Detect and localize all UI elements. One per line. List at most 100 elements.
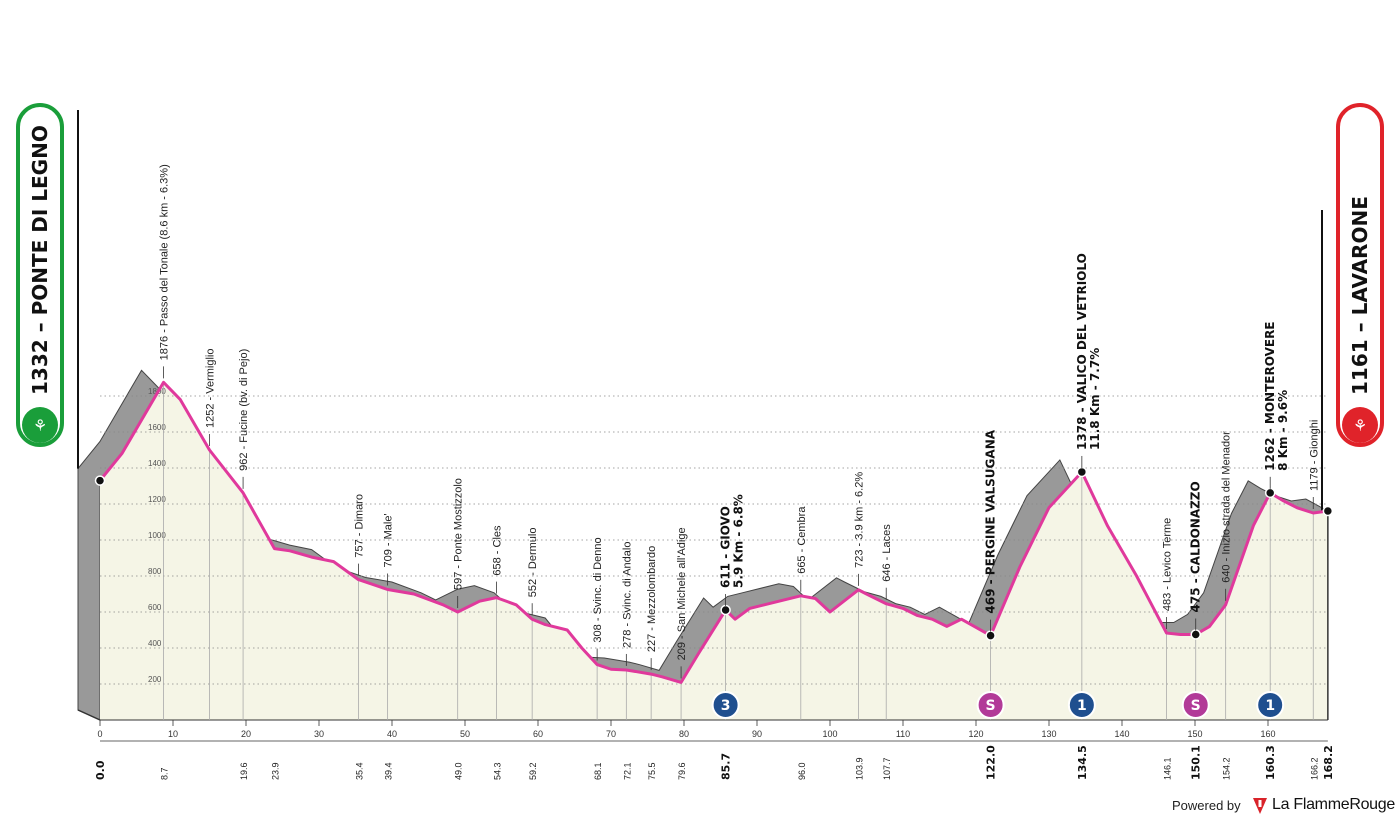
start-badge: ⚘ 1332 – PONTE DI LEGNO <box>16 103 64 447</box>
km-mark-label: 19.6 <box>239 762 249 780</box>
key-point-marker <box>1076 466 1088 478</box>
sprint-badge-label: S <box>1191 698 1201 714</box>
climb-badge-label: 3 <box>721 698 731 714</box>
y-tick-label: 600 <box>148 603 162 612</box>
waypoint-label: 227 - Mezzolombardo <box>646 546 658 652</box>
km-mark-label: 72.1 <box>622 762 632 780</box>
profile-badges-layer: 3 S 1 S 1 <box>711 691 1285 719</box>
km-mark-label: 134.5 <box>1076 745 1089 780</box>
y-tick-label: 400 <box>148 639 162 648</box>
bicycle-icon: ⚘ <box>1353 416 1367 435</box>
climb-stats-label: 8 Km - 9.6% <box>1276 390 1290 471</box>
climb-badge <box>711 691 740 719</box>
x-tick-label: 40 <box>387 729 397 739</box>
bicycle-icon: ⚘ <box>33 416 47 435</box>
waypoint-label: 640 - Inizio strada del Menador <box>1221 431 1233 583</box>
waypoint-label: 308 - Svinc. di Denno <box>592 537 604 642</box>
sprint-badge <box>976 691 1005 719</box>
waypoint-label: 1179 - Gionghi <box>1308 420 1320 491</box>
km-mark-label: 79.6 <box>677 762 687 780</box>
km-mark-label: 75.5 <box>647 762 657 780</box>
km-mark-label: 54.3 <box>492 762 502 780</box>
powered-by-label: Powered by <box>1172 798 1241 813</box>
brand-name: La FlammeRouge <box>1272 796 1395 813</box>
waypoint-label: 597 - Ponte Mostizzolo <box>453 478 465 590</box>
key-point-marker <box>1190 629 1201 640</box>
waypoint-label: 469 - PERGINE VALSUGANA <box>984 429 998 613</box>
profile-area <box>100 382 1328 720</box>
y-tick-label: 800 <box>148 567 162 576</box>
km-mark-label: 107.7 <box>882 757 892 780</box>
climb-badge-label: 1 <box>1265 698 1275 714</box>
profile-route-layer <box>94 380 1334 684</box>
y-tick-label: 1600 <box>148 423 166 432</box>
waypoint-label: 723 - 3.9 km - 6.2% <box>853 472 865 568</box>
km-mark-label: 103.9 <box>854 757 864 780</box>
key-point-marker <box>1264 487 1276 499</box>
key-point-marker <box>985 630 996 641</box>
x-tick-label: 160 <box>1260 729 1275 739</box>
climb-badge-label: 1 <box>1077 698 1087 714</box>
x-tick-label: 20 <box>241 729 251 739</box>
waypoint-label: 1876 - Passo del Tonale (8.6 km - 6.3%) <box>159 164 171 360</box>
waypoint-label: 646 - Laces <box>881 524 893 582</box>
km-mark-label: 23.9 <box>270 762 280 780</box>
km-mark-label: 0.0 <box>94 760 107 780</box>
km-mark-label: 150.1 <box>1190 745 1203 780</box>
km-mark-label: 96.0 <box>797 762 807 780</box>
y-tick-label: 1400 <box>148 459 166 468</box>
key-point-marker <box>1322 505 1334 517</box>
waypoint-label: 278 - Svinc. di Andalo <box>621 542 633 648</box>
waypoint-label: 552 - Dermulo <box>527 527 539 597</box>
start-badge-label: 1332 – PONTE DI LEGNO <box>28 125 52 395</box>
x-tick-label: 50 <box>460 729 470 739</box>
waypoint-label: 209 - San Michele all'Adige <box>676 527 688 660</box>
km-mark-label: 146.1 <box>1163 757 1173 780</box>
waypoint-label: 709 - Male' <box>383 513 395 567</box>
key-point-marker <box>720 604 731 616</box>
waypoint-label: 483 - Levico Terme <box>1162 518 1174 611</box>
x-tick-label: 70 <box>606 729 616 739</box>
finish-badge-label: 1161 – LAVARONE <box>1348 196 1372 395</box>
profile-base-edge <box>77 709 101 721</box>
x-tick-label: 150 <box>1187 729 1202 739</box>
x-tick-label: 30 <box>314 729 324 739</box>
waypoint-label: 962 - Fucine (bv. di Pejo) <box>238 349 250 471</box>
waypoint-label: 475 - CALDONAZZO <box>1189 481 1203 612</box>
x-tick-label: 140 <box>1114 729 1129 739</box>
sprint-badge-label: S <box>986 698 996 714</box>
flamme-rouge-logo-icon <box>1253 798 1267 814</box>
waypoint-label: 658 - Cles <box>491 525 503 576</box>
km-mark-label: 154.2 <box>1222 757 1232 780</box>
x-tick-label: 60 <box>533 729 543 739</box>
finish-badge-frame <box>1336 103 1384 447</box>
x-tick-label: 10 <box>168 729 178 739</box>
km-mark-label: 68.1 <box>593 762 603 780</box>
profile-area-layer <box>77 110 1330 721</box>
waypoint-label: 1252 - Vermiglio <box>205 349 217 429</box>
km-mark-label: 168.2 <box>1322 745 1335 780</box>
climb-badge <box>1256 691 1285 719</box>
finish-badge: ⚘ 1161 – LAVARONE <box>1336 103 1384 447</box>
y-tick-label: 1200 <box>148 495 166 504</box>
sprint-badge <box>1181 691 1210 719</box>
y-tick-label: 1000 <box>148 531 166 540</box>
start-badge-frame <box>16 103 64 447</box>
climb-stats-label: 5.9 Km - 6.8% <box>732 494 746 588</box>
x-tick-label: 0 <box>97 729 102 739</box>
km-mark-label: 8.7 <box>160 767 170 780</box>
x-tick-label: 120 <box>968 729 983 739</box>
start-badge-bike-icon <box>22 407 58 443</box>
x-tick-label: 130 <box>1041 729 1056 739</box>
waypoint-label: 665 - Cembra <box>796 506 808 574</box>
km-mark-label: 160.3 <box>1264 745 1277 780</box>
km-mark-label: 39.4 <box>384 762 394 780</box>
x-tick-label: 80 <box>679 729 689 739</box>
km-mark-label: 122.0 <box>985 745 998 780</box>
km-mark-label: 85.7 <box>720 753 733 780</box>
profile-labels-layer: 1876 - Passo del Tonale (8.6 km - 6.3%) 1… <box>16 103 1384 780</box>
waypoint-label: 757 - Dimaro <box>353 494 365 558</box>
y-tick-label: 200 <box>148 675 162 684</box>
route-line <box>98 380 1329 684</box>
